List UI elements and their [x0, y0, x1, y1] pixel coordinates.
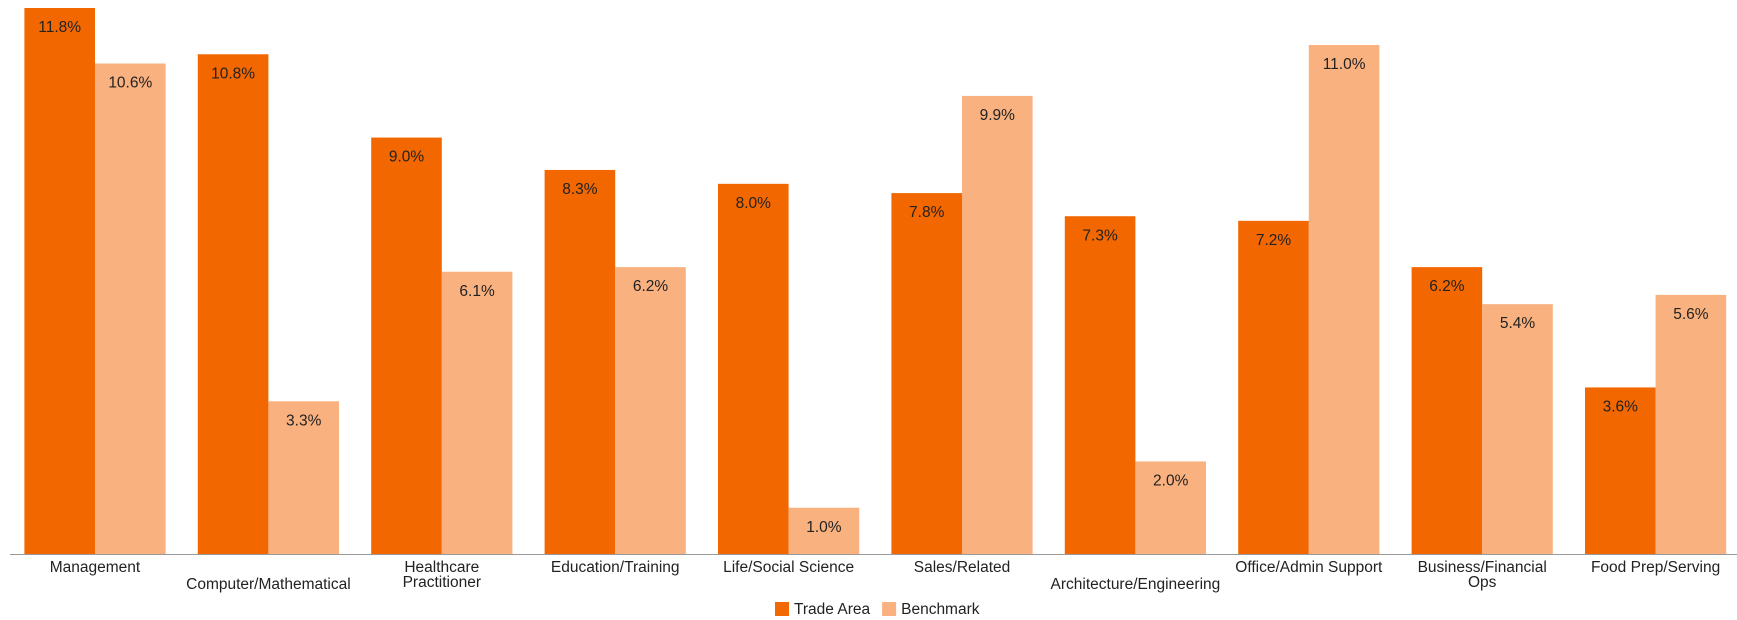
bar: [268, 401, 339, 554]
data-label: 6.2%: [1429, 278, 1465, 295]
data-label: 7.3%: [1082, 227, 1118, 244]
bar: [615, 267, 686, 554]
bar: [788, 507, 860, 554]
bar: [718, 183, 789, 554]
bar: [197, 54, 269, 555]
data-label: 5.6%: [1673, 306, 1709, 323]
data-label: 10.6%: [108, 75, 152, 92]
x-tick-label: Computer/Mathematical: [186, 576, 351, 593]
bar: [371, 137, 442, 554]
bar: [95, 63, 166, 555]
bar: [1411, 267, 1483, 554]
data-label: 9.0%: [389, 149, 425, 166]
data-label: 11.8%: [38, 19, 81, 36]
data-label: 11.0%: [1323, 56, 1366, 73]
bar: [24, 8, 95, 554]
legend-swatch: [775, 602, 789, 616]
x-tick-label: Sales/Related: [914, 559, 1011, 576]
data-label: 2.0%: [1153, 473, 1189, 490]
x-tick-label: Business/Financial Ops: [1418, 559, 1547, 591]
bar: [962, 95, 1033, 554]
x-tick-label: Life/Social Science: [723, 559, 854, 576]
x-tick-label: Education/Training: [551, 559, 680, 576]
data-label: 8.0%: [736, 195, 772, 212]
data-label: 9.9%: [980, 107, 1016, 124]
legend-swatch: [882, 602, 897, 616]
data-label: 10.8%: [211, 65, 255, 82]
data-label: 1.0%: [806, 519, 842, 536]
data-label: 3.6%: [1603, 399, 1639, 416]
x-tick-label: Food Prep/Serving: [1591, 559, 1720, 576]
data-label: 6.1%: [459, 283, 495, 300]
bar: [1655, 294, 1727, 554]
bar: [1585, 387, 1656, 554]
bar: [441, 271, 513, 554]
data-label: 6.2%: [633, 278, 669, 295]
data-label: 7.8%: [909, 204, 945, 221]
x-tick-label: Management: [50, 559, 141, 576]
bar: [1064, 216, 1136, 554]
data-label: 5.4%: [1500, 315, 1536, 332]
data-label: 3.3%: [286, 412, 322, 429]
bar: [891, 193, 962, 554]
data-label: 7.2%: [1256, 232, 1292, 249]
x-tick-label: Architecture/Engineering: [1051, 576, 1221, 593]
bar: [1135, 461, 1206, 554]
legend-label: Benchmark: [901, 601, 980, 618]
bar: [1482, 304, 1553, 554]
bar: [544, 169, 616, 554]
x-tick-label: Office/Admin Support: [1235, 559, 1383, 576]
bar: [1238, 220, 1309, 554]
legend-label: Trade Area: [794, 601, 870, 618]
x-tick-label: Healthcare Practitioner: [403, 559, 481, 591]
data-label: 8.3%: [562, 181, 598, 198]
bar: [1308, 45, 1380, 555]
